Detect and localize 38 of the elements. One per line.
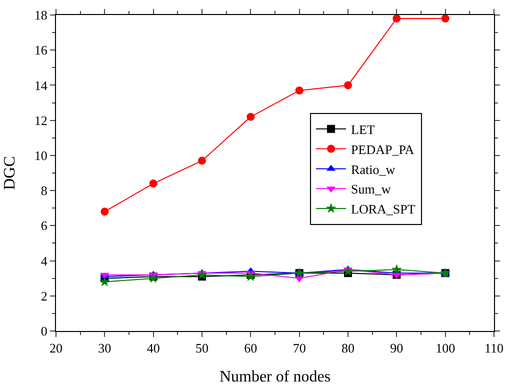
x-tick-label: 30 bbox=[98, 340, 112, 356]
x-tick-label: 40 bbox=[146, 340, 160, 356]
legend-label: LET bbox=[351, 122, 375, 137]
point bbox=[392, 15, 401, 23]
y-tick-label: 4 bbox=[40, 253, 48, 268]
point bbox=[149, 180, 158, 188]
point bbox=[246, 112, 255, 121]
x-tick-label: 60 bbox=[244, 340, 258, 356]
y-tick-label: 12 bbox=[34, 112, 48, 128]
y-tick-label: 16 bbox=[34, 42, 48, 58]
point bbox=[100, 208, 109, 216]
y-tick-label: 2 bbox=[40, 288, 48, 304]
x-tick-label: 20 bbox=[50, 340, 62, 356]
y-tick-label: 0 bbox=[40, 324, 48, 339]
x-tick-label: 100 bbox=[436, 340, 456, 356]
legend-label: Ratio_w bbox=[351, 162, 396, 177]
point bbox=[391, 264, 402, 274]
point bbox=[99, 276, 110, 286]
legend-label: LORA_SPT bbox=[351, 202, 416, 217]
y-tick-label: 6 bbox=[40, 218, 48, 234]
y-axis-title: DGC bbox=[1, 156, 18, 190]
y-tick-label: 14 bbox=[34, 78, 48, 93]
legend-label: Sum_w bbox=[351, 182, 392, 197]
x-tick-label: 110 bbox=[484, 340, 504, 356]
x-tick-label: 80 bbox=[342, 340, 354, 356]
y-tick-label: 8 bbox=[40, 183, 48, 198]
point bbox=[198, 156, 206, 165]
y-tick-label: 18 bbox=[34, 8, 48, 23]
x-axis-title: Number of nodes bbox=[219, 368, 331, 386]
legend-label: PEDAP_PA bbox=[351, 142, 415, 157]
point bbox=[344, 81, 352, 90]
x-tick-label: 70 bbox=[292, 340, 306, 356]
x-tick-label: 90 bbox=[390, 340, 404, 356]
point bbox=[245, 270, 256, 282]
point bbox=[295, 86, 304, 94]
x-tick-label: 50 bbox=[196, 340, 208, 356]
y-tick-label: 10 bbox=[34, 148, 48, 163]
point bbox=[441, 15, 450, 23]
